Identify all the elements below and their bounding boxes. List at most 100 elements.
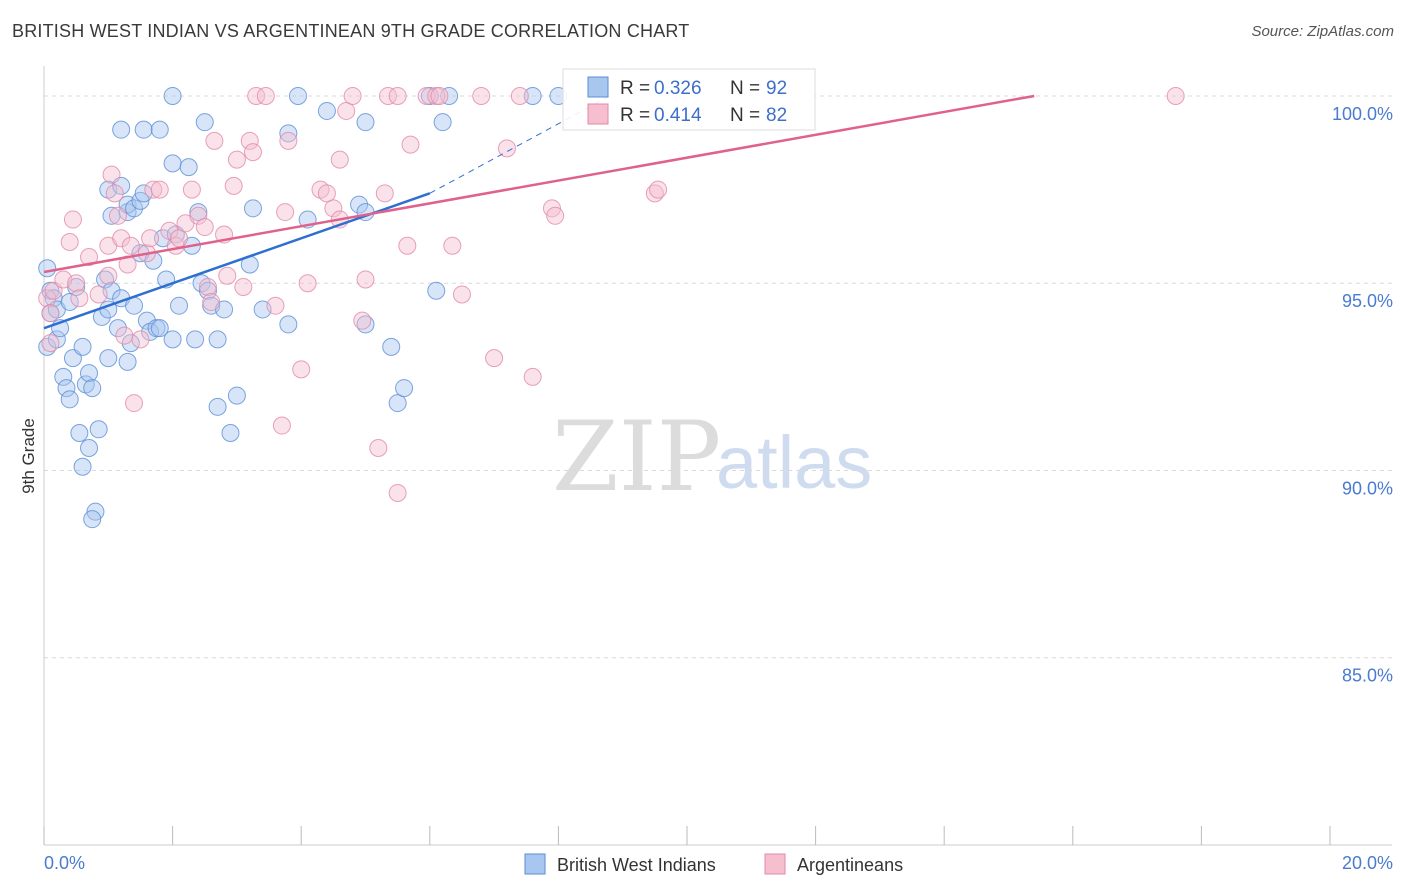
stats-legend-n-label-2: N = <box>730 105 760 126</box>
point-argentineans-64 <box>388 86 407 105</box>
point-british-west-indians-64 <box>198 281 217 300</box>
point-british-west-indians-14 <box>70 424 89 443</box>
stats-legend-r-label-2: R = <box>620 105 650 126</box>
chart-source: Source: ZipAtlas.com <box>1251 23 1394 40</box>
point-argentineans-44 <box>256 86 275 105</box>
point-british-west-indians-29 <box>99 349 118 368</box>
point-argentineans-60 <box>369 439 388 458</box>
point-british-west-indians-78 <box>317 101 336 120</box>
point-british-west-indians-9 <box>57 379 76 398</box>
y-tick-label-0: 100.0% <box>1332 104 1393 124</box>
point-british-west-indians-58 <box>179 158 198 177</box>
point-argentineans-25 <box>150 180 169 199</box>
point-argentineans-11 <box>99 266 118 285</box>
point-british-west-indians-69 <box>221 424 240 443</box>
point-argentineans-62 <box>379 86 398 105</box>
point-british-west-indians-61 <box>189 203 208 222</box>
point-argentineans-28 <box>170 229 189 248</box>
point-british-west-indians-36 <box>118 352 137 371</box>
legend-swatch-british-west-indians[interactable] <box>524 853 546 875</box>
legend-swatch-argentineans[interactable] <box>764 853 786 875</box>
watermark-atlas: atlas <box>716 421 872 504</box>
y-tick-label-2: 90.0% <box>1342 478 1393 498</box>
point-argentineans-0 <box>38 289 57 308</box>
chart-title: BRITISH WEST INDIAN VS ARGENTINEAN 9TH G… <box>12 21 690 41</box>
point-argentineans-13 <box>102 165 121 184</box>
axes <box>43 66 1392 846</box>
point-argentineans-48 <box>279 131 298 150</box>
point-argentineans-40 <box>234 277 253 296</box>
legend-label-argentineans[interactable]: Argentineans <box>797 855 903 875</box>
point-argentineans-6 <box>63 210 82 229</box>
point-british-west-indians-22 <box>89 420 108 439</box>
point-argentineans-16 <box>112 229 131 248</box>
y-tick-labels: 100.0% 95.0% 90.0% 85.0% <box>1332 104 1393 686</box>
point-british-west-indians-90 <box>523 86 542 105</box>
point-british-west-indians-88 <box>433 113 452 132</box>
point-argentineans-50 <box>298 274 317 293</box>
point-british-west-indians-46 <box>134 120 153 139</box>
point-argentineans-20 <box>125 394 144 413</box>
stats-legend-swatch-blue <box>587 76 609 98</box>
point-british-west-indians-85 <box>395 379 414 398</box>
point-argentineans-45 <box>266 296 285 315</box>
point-british-west-indians-10 <box>60 390 79 409</box>
point-british-west-indians-19 <box>80 439 99 458</box>
point-argentineans-1 <box>41 304 60 323</box>
point-argentineans-32 <box>195 218 214 237</box>
point-argentineans-75 <box>510 86 529 105</box>
point-british-west-indians-15 <box>73 457 92 476</box>
point-british-west-indians-11 <box>60 292 79 311</box>
point-argentineans-47 <box>276 203 295 222</box>
stats-legend-r-value-2: 0.414 <box>654 105 702 126</box>
point-argentineans-7 <box>67 274 86 293</box>
point-argentineans-46 <box>272 416 291 435</box>
point-british-west-indians-8 <box>54 367 73 386</box>
point-argentineans-24 <box>144 180 163 199</box>
point-argentineans-2 <box>41 334 60 353</box>
point-argentineans-76 <box>523 367 542 386</box>
gridlines <box>44 95 1392 659</box>
point-british-west-indians-40 <box>125 199 144 218</box>
point-argentineans-37 <box>218 266 237 285</box>
point-argentineans-49 <box>292 360 311 379</box>
point-british-west-indians-54 <box>170 296 189 315</box>
point-british-west-indians-70 <box>227 386 246 405</box>
stats-legend-n-value-1: 92 <box>766 78 787 99</box>
point-british-west-indians-56 <box>163 86 182 105</box>
point-argentineans-80 <box>649 180 668 199</box>
point-british-west-indians-1 <box>38 259 57 278</box>
point-argentineans-35 <box>205 131 224 150</box>
point-british-west-indians-53 <box>163 330 182 349</box>
point-british-west-indians-67 <box>208 397 227 416</box>
point-argentineans-34 <box>202 292 221 311</box>
point-argentineans-81 <box>1166 86 1185 105</box>
point-argentineans-15 <box>108 206 127 225</box>
legend-label-british-west-indians[interactable]: British West Indians <box>557 855 716 875</box>
point-argentineans-61 <box>375 184 394 203</box>
point-british-west-indians-63 <box>195 113 214 132</box>
point-argentineans-78 <box>546 206 565 225</box>
point-argentineans-31 <box>189 206 208 225</box>
point-british-west-indians-74 <box>279 315 298 334</box>
stats-legend-n-label-1: N = <box>730 78 760 99</box>
point-british-west-indians-60 <box>186 330 205 349</box>
y-tick-label-3: 85.0% <box>1342 666 1393 686</box>
point-argentineans-26 <box>160 221 179 240</box>
point-british-west-indians-72 <box>243 199 262 218</box>
point-british-west-indians-57 <box>163 154 182 173</box>
point-argentineans-39 <box>227 150 246 169</box>
point-argentineans-23 <box>141 229 160 248</box>
point-british-west-indians-49 <box>150 319 169 338</box>
point-argentineans-59 <box>356 270 375 289</box>
point-argentineans-38 <box>224 176 243 195</box>
point-argentineans-42 <box>243 143 262 162</box>
stats-legend-swatch-pink <box>587 103 609 125</box>
point-british-west-indians-31 <box>108 319 127 338</box>
stats-legend-r-label-1: R = <box>620 78 650 99</box>
point-argentineans-52 <box>317 184 336 203</box>
point-argentineans-53 <box>324 199 343 218</box>
point-british-west-indians-83 <box>382 337 401 356</box>
series-legend: British West Indians Argentineans <box>524 853 903 875</box>
